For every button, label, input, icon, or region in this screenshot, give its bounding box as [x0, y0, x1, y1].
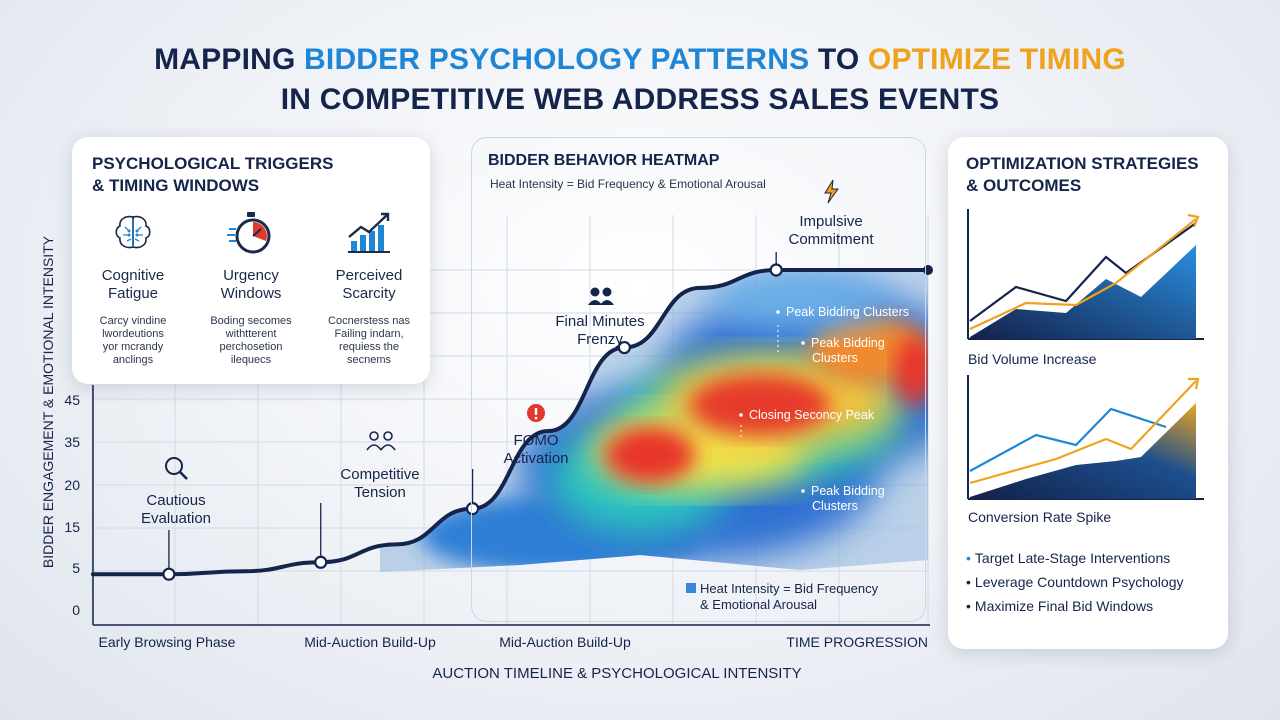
milestone-label: FOMO — [514, 432, 559, 449]
milestone-label: Activation — [503, 450, 568, 467]
y-tick-label: 15 — [64, 519, 80, 535]
chart-axes — [92, 385, 930, 626]
person-head — [590, 287, 600, 297]
milestone-label: Impulsive — [799, 213, 862, 230]
legend-label: & Emotional Arousal — [700, 597, 817, 612]
brain-icon — [115, 215, 151, 249]
title-line-1: MAPPING BIDDER PSYCHOLOGY PATTERNS TO OP… — [0, 40, 1280, 80]
cluster-dot — [739, 413, 743, 417]
list-item: • Target Late-Stage Interventions — [966, 550, 1171, 566]
y-axis-title: BIDDER ENGAGEMENT & EMOTIONAL INTENSITY — [40, 235, 56, 568]
axis-tick-labels: 0 5 15 20 35 45 Early Browsing Phase Mid-Auctio… — [40, 235, 928, 682]
x-axis-title: AUCTION TIMELINE & PSYCHOLOGICAL INTENSI… — [432, 665, 801, 682]
legend-swatch — [686, 583, 696, 593]
x-tick-label: Early Browsing Phase — [99, 634, 236, 650]
milestone-label: Commitment — [788, 231, 874, 248]
stopwatch-icon — [227, 212, 271, 254]
triggers-card: PSYCHOLOGICAL TRIGGERS & TIMING WINDOWS … — [72, 137, 430, 384]
person-body — [588, 300, 614, 305]
cluster-dot — [776, 310, 780, 314]
cluster-label: Peak Bidding — [811, 336, 885, 350]
milestone-point — [465, 501, 480, 516]
milestone-label: Tension — [354, 484, 406, 501]
legend-label: Heat Intensity = Bid Frequency — [700, 581, 879, 596]
strategies-heading: OPTIMIZATION STRATEGIES & OUTCOMES — [966, 153, 1199, 197]
magnifier-icon — [165, 457, 188, 480]
heatmap-frame — [471, 137, 926, 622]
triggers-heading: PSYCHOLOGICAL TRIGGERS & TIMING WINDOWS — [92, 153, 334, 197]
conversion-rate-chart — [967, 375, 1204, 500]
cluster-dot — [801, 341, 805, 345]
cluster-label: Closing Seconcy Peak — [749, 408, 875, 422]
triggers-heading-line-1: PSYCHOLOGICAL TRIGGERS — [92, 154, 334, 173]
trigger-title: Perceived Scarcity — [335, 267, 403, 302]
person-body — [366, 444, 396, 451]
trigger-urgency-windows: Urgency Windows Boding secomes withtterent… — [196, 207, 306, 367]
milestone-label: Cautious — [146, 492, 205, 509]
heatmap-subtitle: Heat Intensity = Bid Frequency & Emotion… — [490, 177, 766, 191]
milestone-label: Final Minutes — [555, 313, 644, 330]
milestone-point — [769, 263, 783, 277]
cluster-label: Peak Bidding Clusters — [786, 305, 909, 319]
list-item: • Maximize Final Bid Windows — [966, 598, 1154, 614]
y-tick-label: 20 — [64, 477, 80, 493]
y-tick-label: 45 — [64, 392, 80, 408]
strategies-heading-line-2: & OUTCOMES — [966, 176, 1082, 195]
people-icon — [366, 431, 396, 451]
alert-dot — [534, 416, 538, 420]
magnifier-lens — [165, 457, 183, 475]
growth-chart-icon — [348, 212, 390, 253]
cluster-dot — [801, 489, 805, 493]
milestone-label: Competitive — [340, 466, 419, 483]
title-line-2: IN COMPETITIVE WEB ADDRESS SALES EVENTS — [280, 83, 1000, 116]
lightning-bolt — [824, 179, 839, 204]
strategy-bullets: • Target Late-Stage Interventions • Levera… — [966, 546, 1183, 618]
trigger-cognitive-fatigue: Cognitive Fatigue Carcy vindine lwordeutio… — [78, 207, 188, 367]
y-tick-label: 35 — [64, 434, 80, 450]
title-highlight-orange: OPTIMIZE TIMING — [867, 43, 1126, 76]
title-part: MAPPING — [154, 43, 305, 76]
person-head — [602, 287, 612, 297]
x-tick-label: TIME PROGRESSION — [786, 634, 928, 650]
group-icon — [588, 287, 614, 305]
person-head — [369, 431, 379, 441]
strategies-card: OPTIMIZATION STRATEGIES & OUTCOMES Bid V… — [948, 137, 1228, 649]
milestone-point — [162, 567, 176, 581]
trigger-description: Cocnerstess nas Failing indarn, requiess t… — [328, 315, 410, 366]
milestone-point — [314, 555, 328, 569]
heatmap-title: BIDDER BEHAVIOR HEATMAP — [488, 152, 720, 169]
person-head — [383, 431, 393, 441]
milestone-point — [617, 340, 631, 355]
trigger-perceived-scarcity: Perceived Scarcity Cocnerstess nas Failing… — [314, 207, 424, 367]
lightning-icon — [824, 179, 839, 204]
title-highlight-blue: BIDDER PSYCHOLOGY PATTERNS — [304, 43, 810, 76]
strategies-heading-line-1: OPTIMIZATION STRATEGIES — [966, 154, 1199, 173]
list-item: • Leverage Countdown Psychology — [966, 574, 1184, 590]
conversion-rate-label: Conversion Rate Spike — [968, 509, 1112, 525]
triggers-heading-line-2: & TIMING WINDOWS — [92, 176, 260, 195]
cluster-label: Clusters — [812, 499, 858, 513]
y-tick-label: 0 — [72, 602, 80, 618]
magnifier-handle — [179, 471, 188, 480]
cluster-label: Clusters — [812, 351, 858, 365]
milestone-label: Frenzy — [577, 331, 623, 348]
page-title: MAPPING BIDDER PSYCHOLOGY PATTERNS TO OP… — [0, 40, 1280, 120]
bid-volume-chart — [967, 209, 1204, 340]
title-part: TO — [809, 43, 868, 76]
cluster-label: Peak Bidding — [811, 484, 885, 498]
trigger-description: Carcy vindine lwordeutions yor mcrandy ancl… — [99, 315, 167, 366]
trigger-description: Boding secomes withtterent perchosetion ile… — [210, 315, 292, 366]
alert-icon — [527, 404, 545, 422]
milestone-label: Evaluation — [141, 510, 211, 527]
trigger-title: Urgency Windows — [220, 267, 282, 302]
y-tick-label: 5 — [72, 560, 80, 576]
bid-volume-label: Bid Volume Increase — [968, 351, 1097, 367]
trigger-title: Cognitive Fatigue — [101, 267, 165, 302]
x-tick-label: Mid-Auction Build-Up — [304, 634, 436, 650]
x-tick-label: Mid-Auction Build-Up — [499, 634, 631, 650]
